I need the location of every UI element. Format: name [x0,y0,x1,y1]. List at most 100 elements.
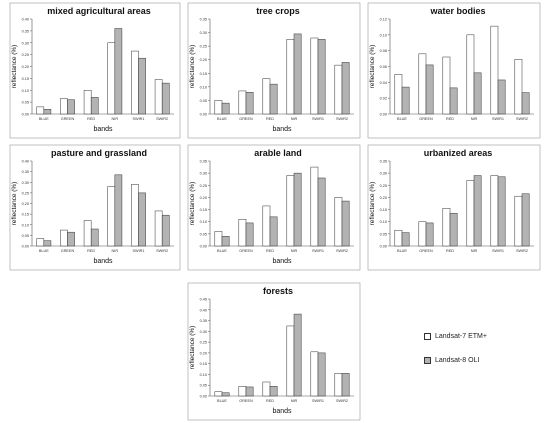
x-tick-label: RED [266,399,274,403]
bar-landsat8-swir1 [138,192,146,247]
chart-title: forests [263,286,293,296]
y-tick-label: 0.15 [22,77,29,81]
bar-landsat8-swir2 [341,373,350,397]
y-tick-label: 0.02 [380,97,387,101]
chart-title: mixed agricultural areas [47,6,151,16]
x-tick-label: GREEN [61,249,75,253]
x-tick-label: SWIR1 [312,117,324,121]
y-tick-label: 0.05 [380,232,387,236]
x-tick-label: BLUE [217,399,227,403]
y-tick-label: 0.15 [22,213,29,217]
bar-landsat7-green [238,90,247,115]
x-tick-label: SWIR2 [516,117,528,121]
y-tick-label: 0.05 [22,234,29,238]
bar-landsat8-nir [293,33,302,115]
bar-landsat7-green [418,53,427,115]
bar-landsat8-blue [221,236,230,247]
y-tick-label: 0.00 [200,245,207,249]
chart-panel-1: tree crops reflectance (%) 0.00 0.05 0.10 0.1… [187,2,361,139]
y-axis-label: reflectance (%) [369,182,376,226]
bar-landsat7-swir1 [310,351,319,397]
x-tick-label: RED [87,249,95,253]
x-tick-label: GREEN [419,117,433,121]
y-tick-label: 0.05 [22,101,29,105]
y-axis-label: reflectance (%) [189,326,196,370]
x-tick-label: RED [266,249,274,253]
x-tick-label: SWIR1 [132,117,144,121]
panel-border [187,282,361,421]
bar-landsat7-blue [36,106,45,115]
bar-landsat7-swir1 [490,25,499,115]
bar-landsat7-blue [214,391,223,397]
panel-border [187,2,361,139]
x-tick-label: GREEN [239,399,253,403]
x-tick-label: NIR [291,117,298,121]
bar-landsat8-blue [43,240,52,247]
y-tick-label: 0.20 [200,351,207,355]
y-tick-label: 0.20 [200,196,207,200]
bar-landsat8-green [245,92,254,115]
bar-landsat8-green [245,386,254,397]
x-tick-label: SWIR1 [312,399,324,403]
x-tick-label: RED [446,249,454,253]
bar-landsat7-blue [214,231,223,247]
bar-landsat7-nir [286,175,295,247]
x-tick-label: SWIR1 [312,249,324,253]
y-tick-label: 0.05 [200,99,207,103]
bar-landsat7-blue [214,100,223,115]
x-axis-label: bands [93,258,113,265]
y-tick-label: 0.40 [22,18,29,22]
x-tick-label: NIR [291,399,298,403]
chart-title: water bodies [429,6,485,16]
y-tick-label: 0.20 [200,58,207,62]
y-tick-label: 0.20 [380,196,387,200]
bar-landsat7-swir1 [310,37,319,115]
y-axis-label: reflectance (%) [369,45,376,89]
bar-landsat8-nir [293,172,302,247]
bar-landsat8-red [90,228,99,247]
bar-landsat8-swir1 [138,57,146,115]
panel-border [367,2,541,139]
y-tick-label: 0.25 [200,45,207,49]
legend-label-landsat7: Landsat-7 ETM+ [435,333,487,340]
bar-landsat7-swir2 [334,64,343,115]
bar-landsat8-swir2 [161,214,170,247]
y-tick-label: 0.25 [200,341,207,345]
bar-landsat7-green [238,219,247,247]
x-tick-label: SWIR2 [516,249,528,253]
bar-landsat8-green [67,99,75,115]
panel-border [187,144,361,271]
bar-landsat7-red [262,205,271,247]
bar-landsat8-green [245,222,254,247]
bar-landsat8-green [425,222,434,247]
y-tick-label: 0.10 [380,220,387,224]
y-tick-label: 0.30 [200,31,207,35]
panel-border [367,144,541,271]
bar-landsat7-nir [286,39,295,115]
y-tick-label: 0.20 [22,65,29,69]
y-tick-label: 0.25 [380,184,387,188]
bar-landsat7-red [442,56,451,115]
legend-item-landsat7: Landsat-7 ETM+ [424,333,487,340]
y-tick-label: 0.35 [200,319,207,323]
y-axis-label: reflectance (%) [11,45,18,89]
legend-item-landsat8: Landsat-8 OLI [424,357,479,364]
bar-landsat7-swir1 [131,50,139,115]
legend-label-landsat8: Landsat-8 OLI [435,357,480,364]
x-tick-label: SWIR1 [492,117,504,121]
x-tick-label: NIR [112,249,119,253]
bar-landsat8-swir2 [521,92,530,115]
bar-landsat7-red [262,78,271,115]
legend-swatch-landsat8 [424,357,431,364]
y-tick-label: 0.35 [200,18,207,22]
y-tick-label: 0.10 [200,220,207,224]
bar-landsat7-nir [466,34,475,115]
y-tick-label: 0.15 [380,208,387,212]
x-tick-label: RED [266,117,274,121]
x-tick-label: SWIR2 [156,249,168,253]
y-tick-label: 0.08 [380,49,387,53]
bar-landsat8-swir2 [521,193,530,247]
bar-landsat7-green [418,221,427,247]
y-tick-label: 0.45 [200,298,207,302]
